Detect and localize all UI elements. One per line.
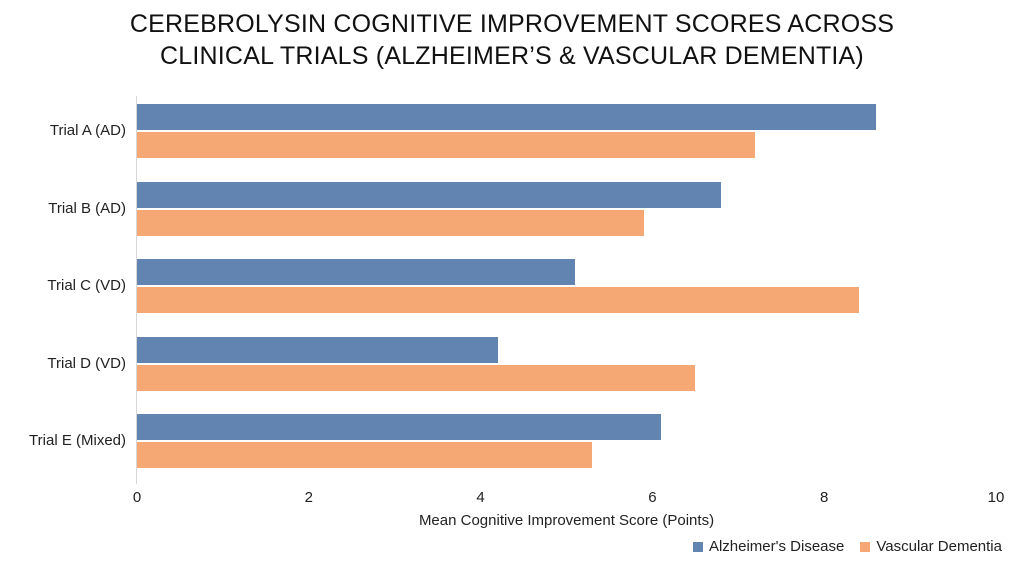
legend-item-vascular[interactable]: Vascular Dementia [860, 538, 1002, 555]
x-tick-label: 8 [820, 489, 829, 506]
legend-label-alzheimers: Alzheimer's Disease [708, 538, 845, 555]
plot-area [137, 96, 996, 484]
bar-alzheimers-3[interactable] [137, 336, 498, 363]
y-axis-label: Trial E (Mixed) [29, 432, 126, 450]
x-tick-label: 2 [304, 489, 313, 506]
bar-alzheimers-1[interactable] [137, 181, 722, 208]
chart-title: CEREBROLYSIN COGNITIVE IMPROVEMENT SCORE… [0, 8, 1024, 72]
y-axis-label: Trial D (VD) [47, 354, 126, 372]
chart-title-line-2: CLINICAL TRIALS (ALZHEIMER’S & VASCULAR … [160, 42, 864, 70]
legend-swatch-vascular [860, 541, 871, 552]
bar-vascular-4[interactable] [137, 442, 593, 469]
bar-vascular-2[interactable] [137, 287, 859, 314]
legend: Alzheimer's Disease Vascular Dementia [692, 538, 1002, 555]
y-axis-label: Trial C (VD) [47, 277, 126, 295]
y-axis-label: Trial B (AD) [48, 199, 126, 217]
x-tick-label: 4 [476, 489, 485, 506]
bar-vascular-0[interactable] [137, 132, 756, 158]
bar-vascular-3[interactable] [137, 364, 696, 391]
x-tick-label: 0 [132, 489, 142, 506]
bar-alzheimers-0[interactable] [137, 104, 876, 130]
x-axis-title: Mean Cognitive Improvement Score (Points… [418, 512, 715, 529]
legend-item-alzheimers[interactable]: Alzheimer's Disease [692, 538, 845, 555]
chart-title-line-1: CEREBROLYSIN COGNITIVE IMPROVEMENT SCORE… [129, 10, 895, 38]
legend-label-vascular: Vascular Dementia [876, 538, 1002, 555]
bar-vascular-1[interactable] [137, 209, 644, 236]
x-tick-label: 6 [648, 489, 657, 506]
y-axis-label: Trial A (AD) [49, 122, 126, 139]
x-tick-label: 10 [987, 489, 1005, 506]
bar-alzheimers-4[interactable] [137, 414, 661, 441]
y-axis-line [136, 96, 137, 484]
bar-alzheimers-2[interactable] [137, 259, 576, 286]
legend-swatch-alzheimers [692, 541, 703, 552]
